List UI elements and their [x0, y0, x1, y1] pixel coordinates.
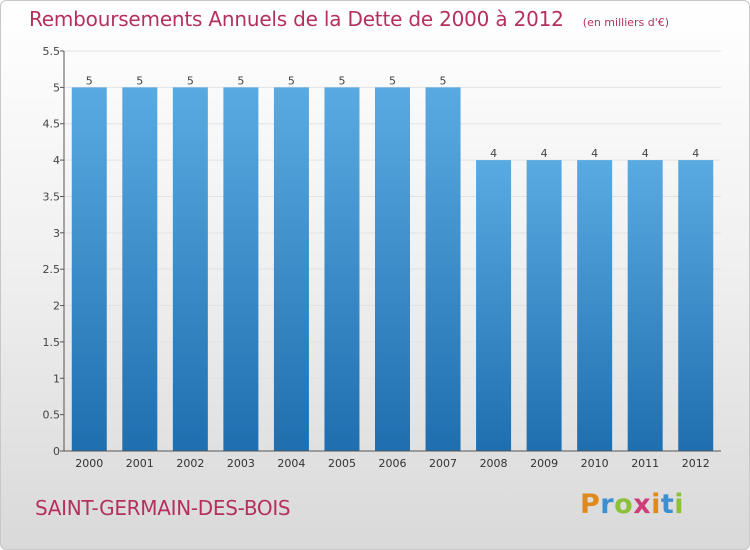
data-label-2006: 5 [389, 74, 396, 87]
y-tick-label: 3.5 [43, 190, 61, 203]
y-tick-label: 2.5 [43, 263, 61, 276]
y-tick-label: 5 [53, 81, 60, 94]
proxiti-logo: Proxiti [580, 489, 685, 520]
data-label-2004: 5 [288, 74, 295, 87]
y-tick-label: 3 [53, 227, 60, 240]
y-tick-label: 0.5 [43, 409, 61, 422]
x-tick-label: 2012 [682, 457, 710, 470]
data-label-2009: 4 [541, 147, 548, 160]
data-label-2008: 4 [490, 147, 497, 160]
x-tick-label: 2008 [480, 457, 508, 470]
x-tick-label: 2002 [176, 457, 204, 470]
title-row: Remboursements Annuels de la Dette de 20… [29, 7, 669, 31]
data-label-2011: 4 [642, 147, 649, 160]
x-tick-label: 2004 [277, 457, 305, 470]
bar-2009 [526, 160, 562, 451]
bar-2005 [324, 87, 360, 451]
bar-2001 [122, 87, 158, 451]
x-tick-label: 2006 [379, 457, 407, 470]
commune-name: SAINT-GERMAIN-DES-BOIS [35, 496, 291, 520]
bar-2006 [375, 87, 410, 451]
bar-2000 [71, 87, 107, 451]
y-tick-label: 0 [53, 445, 60, 458]
bar-2012 [678, 160, 714, 451]
x-tick-label: 2009 [530, 457, 558, 470]
x-tick-label: 2007 [429, 457, 457, 470]
y-tick-label: 1 [53, 372, 60, 385]
x-tick-label: 2010 [581, 457, 609, 470]
data-label-2003: 5 [237, 74, 244, 87]
data-label-2002: 5 [187, 74, 194, 87]
bar-2010 [577, 160, 613, 451]
y-tick-label: 2 [53, 300, 60, 313]
data-label-2007: 5 [440, 74, 447, 87]
bar-2008 [476, 160, 512, 451]
x-tick-label: 2000 [75, 457, 103, 470]
y-tick-label: 5.5 [43, 45, 61, 58]
y-tick-label: 4 [53, 154, 60, 167]
y-tick-label: 1.5 [43, 336, 61, 349]
x-tick-label: 2001 [126, 457, 154, 470]
chart-title: Remboursements Annuels de la Dette de 20… [29, 7, 564, 31]
data-label-2000: 5 [86, 74, 93, 87]
bar-2003 [223, 87, 259, 451]
bar-2007 [425, 87, 461, 451]
x-tick-label: 2005 [328, 457, 356, 470]
data-label-2010: 4 [591, 147, 598, 160]
data-label-2012: 4 [692, 147, 699, 160]
y-tick-label: 4.5 [43, 118, 61, 131]
x-tick-label: 2011 [631, 457, 659, 470]
bar-2011 [627, 160, 663, 451]
chart-subtitle: (en milliers d'€) [582, 16, 670, 29]
bar-2004 [273, 87, 309, 451]
x-tick-label: 2003 [227, 457, 255, 470]
data-label-2001: 5 [136, 74, 143, 87]
bar-2002 [172, 87, 208, 451]
data-label-2005: 5 [338, 74, 345, 87]
